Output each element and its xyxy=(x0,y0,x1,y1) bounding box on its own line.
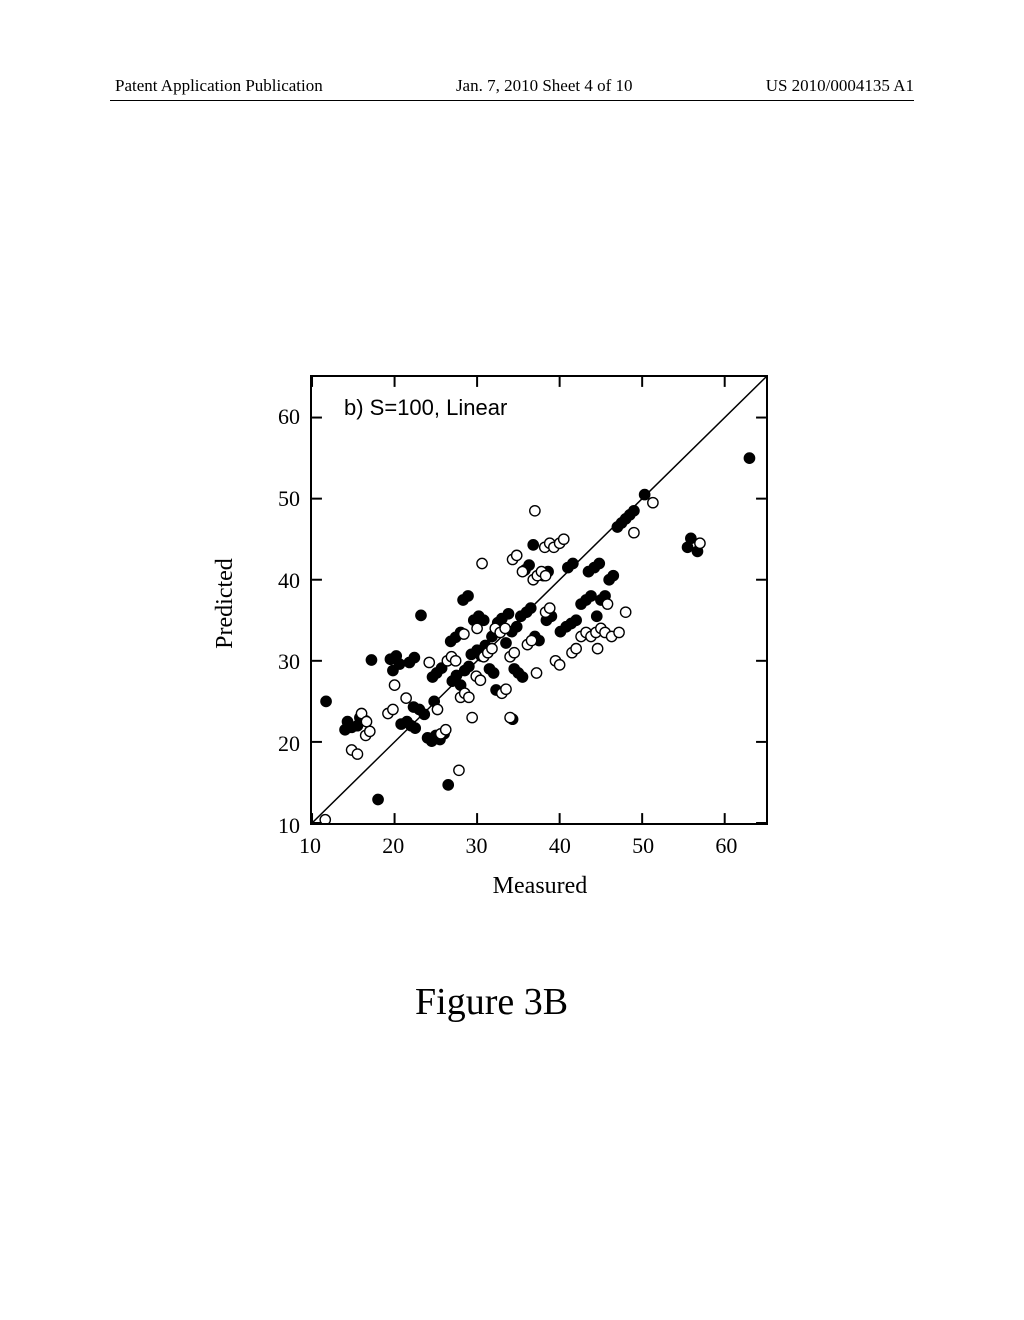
y-tick-label: 50 xyxy=(265,486,300,512)
x-tick-label: 30 xyxy=(457,833,497,859)
header-center: Jan. 7, 2010 Sheet 4 of 10 xyxy=(456,76,633,96)
y-tick-label: 30 xyxy=(265,649,300,675)
page-header: Patent Application Publication Jan. 7, 2… xyxy=(0,76,1024,96)
scatter-chart: Predicted b) S=100, Linear 102030405060 … xyxy=(205,365,770,875)
x-tick-label: 10 xyxy=(290,833,330,859)
x-axis-label: Measured xyxy=(485,873,595,900)
scatter-svg xyxy=(312,377,766,823)
y-axis-label: Predicted xyxy=(212,558,239,649)
figure-caption: Figure 3B xyxy=(415,980,568,1024)
header-divider xyxy=(110,100,914,101)
plot-area: b) S=100, Linear xyxy=(310,375,768,825)
x-tick-label: 20 xyxy=(373,833,413,859)
x-tick-label: 40 xyxy=(540,833,580,859)
x-tick-label: 60 xyxy=(706,833,746,859)
y-tick-label: 40 xyxy=(265,568,300,594)
y-tick-label: 20 xyxy=(265,731,300,757)
in-plot-label: b) S=100, Linear xyxy=(344,395,507,421)
header-right: US 2010/0004135 A1 xyxy=(766,76,914,96)
y-tick-label: 60 xyxy=(265,404,300,430)
x-tick-label: 50 xyxy=(623,833,663,859)
header-left: Patent Application Publication xyxy=(115,76,323,96)
